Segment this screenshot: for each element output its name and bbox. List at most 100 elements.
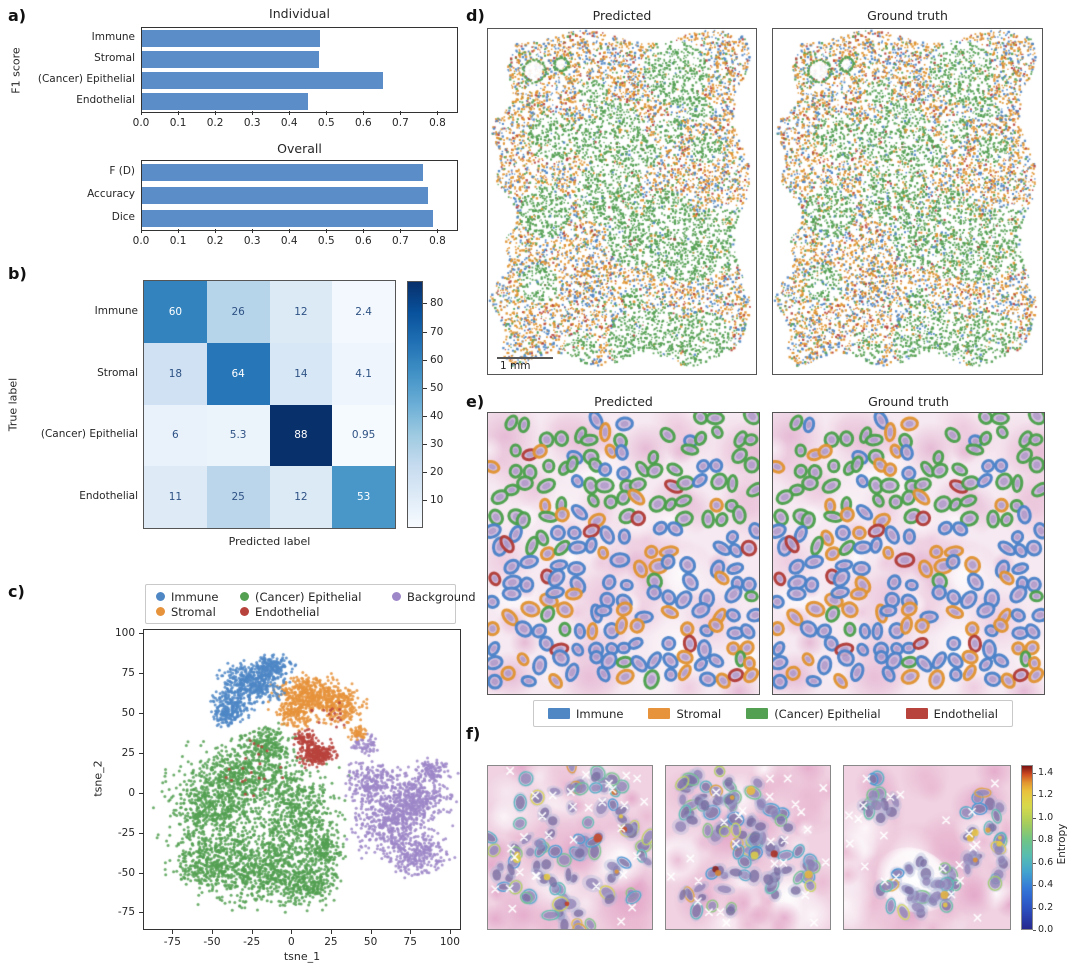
x-tick-label: 25 (324, 936, 338, 948)
cell-seg-predicted (487, 412, 760, 695)
cell-seg-groundtruth-canvas (773, 413, 1044, 694)
y-tick-label: 75 (121, 666, 135, 679)
legend-label: Background (407, 589, 476, 604)
legend-label: Stromal (171, 604, 216, 619)
cell-legend-item: (Cancer) Epithelial (746, 706, 881, 721)
entropy-tile-3 (843, 765, 1011, 930)
colorbar-tick (423, 387, 427, 389)
confusion-cell: 0.95 (332, 404, 395, 467)
x-tick (252, 229, 254, 233)
x-tick-label: -50 (203, 936, 221, 948)
chart-individual-title: Individual (269, 6, 330, 21)
colorbar-tick (1033, 907, 1036, 909)
chart-individual-ylabel: F1 score (9, 47, 23, 94)
y-tick (139, 632, 143, 634)
legend-dot (156, 607, 165, 616)
tsne-legend-item: Endothelial (240, 605, 392, 619)
colorbar-tick (423, 499, 427, 501)
y-tick-label: -25 (117, 826, 135, 839)
confusion-cell: 88 (269, 404, 333, 467)
confusion-cell: 14 (269, 342, 333, 405)
tissue-map-predicted (487, 28, 757, 375)
x-tick (326, 229, 328, 233)
x-tick (363, 229, 365, 233)
x-tick-label: 0.1 (169, 117, 187, 129)
y-tick (139, 792, 143, 794)
cell-seg-predicted-canvas (488, 413, 759, 694)
x-tick-label: 0.4 (280, 235, 298, 247)
x-tick (252, 111, 254, 115)
colorbar-tick (1033, 930, 1036, 931)
tsne-plot (143, 629, 461, 930)
x-tick (449, 930, 451, 934)
confusion-cell: 53 (332, 466, 395, 528)
bar-Endothelial (142, 93, 308, 110)
x-tick (410, 930, 412, 934)
x-tick-label: 0.0 (132, 117, 150, 129)
x-tick (172, 930, 174, 934)
legend-label: Stromal (676, 706, 722, 721)
x-tick (400, 229, 402, 233)
bar-category-label: Stromal (94, 51, 135, 64)
panel-e-label: e) (466, 392, 485, 411)
colorbar-tick (423, 359, 427, 361)
colorbar-tick (423, 331, 427, 333)
legend-label: Immune (171, 589, 219, 604)
colorbar-tick (423, 415, 427, 417)
legend-label: (Cancer) Epithelial (774, 706, 881, 721)
x-tick (330, 930, 332, 934)
x-tick-label: 0.2 (206, 117, 224, 129)
x-tick (370, 930, 372, 934)
legend-dot (392, 592, 401, 601)
colorbar-tick-label: 1.2 (1038, 789, 1054, 801)
colorbar-tick-label: 1.0 (1038, 811, 1054, 823)
x-tick (141, 111, 142, 115)
y-tick-label: -75 (117, 906, 135, 919)
x-tick-label: 0.0 (132, 235, 150, 247)
confusion-cell: 12 (269, 466, 333, 528)
colorbar-tick-label: 0.6 (1038, 856, 1054, 868)
panel-f-label: f) (466, 724, 481, 743)
x-tick-label: -25 (243, 936, 261, 948)
x-tick (291, 930, 293, 934)
individual-bar-plot (141, 27, 458, 113)
colorbar-tick-label: 0.0 (1038, 924, 1054, 935)
colorbar-tick (423, 471, 427, 473)
colorbar-tick (423, 443, 427, 445)
entropy-tile-2-canvas (666, 766, 830, 929)
colorbar-tick-label: 1.4 (1038, 766, 1054, 778)
colorbar-tick-label: 70 (430, 325, 444, 338)
x-tick (437, 229, 439, 233)
tsne-legend-item: Background (392, 590, 476, 604)
cell-legend-item: Immune (548, 707, 623, 721)
panel-d-title-predicted: Predicted (592, 8, 652, 23)
confusion-cell: 64 (206, 342, 270, 405)
cell-legend-item: Stromal (648, 707, 721, 721)
entropy-tile-1 (487, 765, 653, 930)
tsne-legend-item: (Cancer) Epithelial (240, 590, 392, 604)
colorbar-tick-label: 0.2 (1038, 901, 1054, 913)
legend-swatch (746, 708, 769, 719)
y-tick (139, 752, 143, 754)
panel-a-label: a) (8, 6, 27, 25)
tsne-ylabel: tsne_2 (91, 760, 105, 797)
entropy-tile-2 (665, 765, 831, 930)
x-tick-label: 50 (363, 936, 378, 948)
panel-e-title-groundtruth: Ground truth (868, 394, 949, 409)
colorbar-tick (1033, 772, 1036, 774)
x-tick-label: 0.6 (354, 117, 372, 129)
scalebar-label: 1 mm (500, 360, 531, 372)
cell-class-legend: Immune Stromal (Cancer) Epithelial Endothel… (533, 700, 1013, 727)
confusion-ylabel: True label (6, 377, 20, 432)
cell-legend-item: Endothelial (905, 707, 998, 721)
y-tick (139, 872, 143, 874)
confusion-matrix: 60 26 12 2.4 18 64 14 4.1 6 5.3 88 0.95 11 25 12 53 (143, 280, 396, 529)
tsne-legend-item: Immune (156, 590, 240, 604)
bar-category-label: Endothelial (76, 93, 135, 106)
colorbar-tick-label: 30 (430, 437, 444, 450)
x-tick (363, 111, 365, 115)
x-tick-label: 0.7 (392, 117, 409, 129)
colorbar-tick (1033, 885, 1036, 887)
y-tick-label: 100 (114, 626, 135, 639)
